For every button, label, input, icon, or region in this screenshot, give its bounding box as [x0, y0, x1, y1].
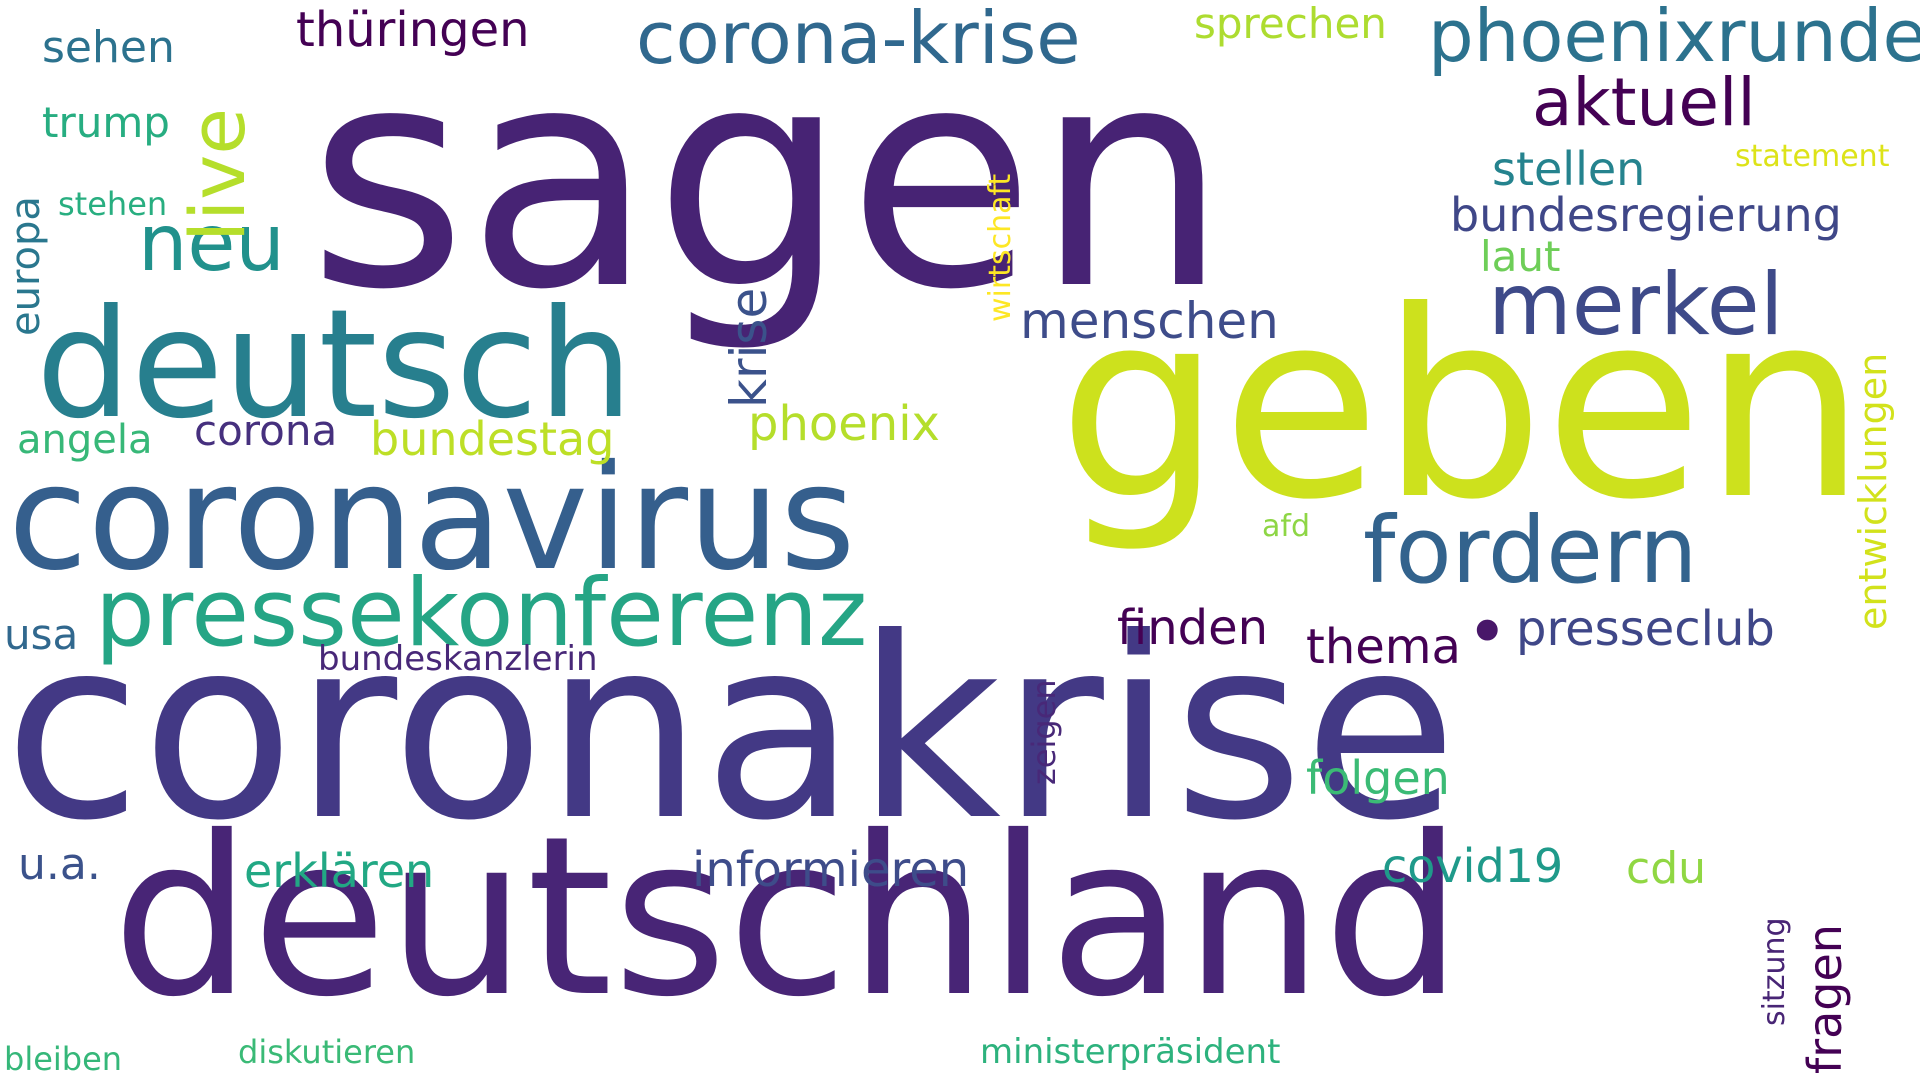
word-angela: angela [17, 417, 153, 463]
word-aktuell: aktuell [1532, 64, 1756, 141]
word-cdu: cdu [1626, 843, 1707, 894]
word-folgen: folgen [1306, 751, 1450, 805]
word-sitzung: sitzung [1757, 917, 1792, 1026]
word-presseclub: presseclub [1516, 601, 1775, 657]
word-coronavirus: coronavirus [8, 434, 856, 603]
word-neu: neu [138, 199, 285, 289]
word-informieren: informieren [692, 842, 970, 898]
word-entwicklungen: entwicklungen [1851, 352, 1895, 630]
word-sehen: sehen [42, 22, 175, 73]
word-bundestag: bundestag [370, 412, 615, 466]
word-live: live [173, 108, 262, 242]
word-sagen: sagen [308, 1, 1229, 356]
word-krise: krise [720, 287, 778, 408]
word-phoenixrunde: phoenixrunde [1428, 0, 1920, 78]
word-fragen: fragen [1798, 924, 1852, 1074]
word-ua: u.a. [18, 839, 101, 890]
word-laut: laut [1480, 232, 1561, 281]
word-fordern: fordern [1363, 497, 1698, 604]
word-zeigen: zeigen [1025, 679, 1063, 785]
word-usa: usa [4, 610, 79, 659]
word-wirtschaft: wirtschaft [983, 173, 1018, 322]
word-merkel: merkel [1488, 255, 1784, 355]
word-corona-krise: corona-krise [636, 0, 1081, 80]
word-phoenix: phoenix [748, 396, 940, 452]
word-bundesregierung: bundesregierung [1450, 188, 1842, 242]
word-diskutieren: diskutieren [238, 1033, 416, 1071]
word-sprechen: sprechen [1194, 0, 1387, 48]
word-stellen: stellen [1492, 142, 1646, 196]
word-bleiben: bleiben [4, 1040, 123, 1078]
word-europa: europa [3, 196, 49, 336]
word-deutsch: deutsch [36, 278, 634, 452]
word-dot: • [1466, 590, 1509, 674]
word-afd: afd [1262, 509, 1310, 544]
word-coronakrise: coronakrise [4, 584, 1458, 875]
word-erklaeren: erklären [244, 844, 435, 898]
word-pressekonferenz: pressekonferenz [95, 559, 868, 668]
word-finden: finden [1117, 600, 1269, 656]
word-covid19: covid19 [1382, 839, 1564, 893]
word-corona: corona [194, 406, 338, 455]
word-trump: trump [42, 98, 170, 147]
word-geben: geben [1058, 256, 1867, 556]
word-stehen: stehen [58, 185, 168, 223]
word-deutschland: deutschland [112, 789, 1463, 1045]
word-statement: statement [1735, 139, 1890, 174]
word-ministerpraesident: ministerpräsident [980, 1032, 1281, 1072]
word-thueringen: thüringen [296, 2, 530, 58]
word-bundeskanzlerin: bundeskanzlerin [318, 639, 598, 679]
word-menschen: menschen [1020, 292, 1279, 350]
word-thema: thema [1306, 619, 1461, 675]
